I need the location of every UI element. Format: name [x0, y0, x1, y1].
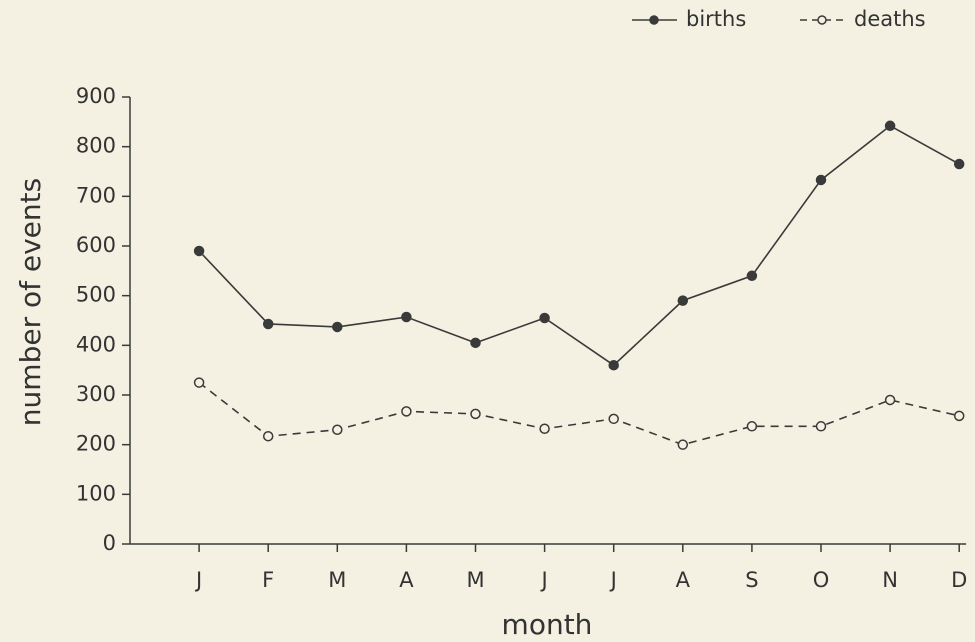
data-point	[815, 174, 827, 186]
y-tick-label: 0	[103, 531, 116, 555]
y-tick-label: 800	[76, 134, 116, 158]
data-point	[608, 359, 619, 371]
data-point	[539, 312, 550, 324]
x-tick-label: A	[399, 568, 414, 592]
data-point	[953, 410, 965, 422]
x-axis-label: month	[502, 608, 593, 641]
data-point	[884, 120, 896, 132]
data-point	[332, 424, 343, 436]
y-tick-label: 500	[76, 283, 116, 307]
y-tick-label: 100	[76, 481, 116, 505]
y-axis-label: number of events	[14, 178, 47, 426]
data-point	[953, 158, 965, 170]
y-tick-label: 300	[76, 382, 116, 406]
data-point	[815, 421, 827, 432]
legend-label: births	[686, 7, 746, 31]
series-line	[198, 124, 960, 367]
data-point	[401, 406, 412, 417]
data-point	[262, 318, 274, 330]
y-tick-label: 400	[76, 332, 116, 356]
data-point	[677, 295, 689, 306]
data-point	[746, 270, 758, 282]
x-tick-label: O	[813, 568, 830, 592]
series-line	[198, 381, 960, 446]
y-tick-label: 700	[76, 183, 116, 207]
data-point	[193, 245, 205, 257]
x-tick-label: J	[194, 568, 202, 592]
legend-marker	[817, 15, 827, 25]
data-point	[262, 430, 274, 442]
data-point	[193, 377, 205, 388]
x-tick-label: J	[539, 568, 547, 592]
data-point	[332, 321, 343, 333]
legend-marker	[649, 15, 659, 25]
data-point	[539, 423, 550, 435]
data-point	[884, 394, 896, 406]
data-point	[401, 311, 412, 323]
x-tick-label: N	[882, 568, 898, 592]
data-point	[608, 413, 619, 425]
data-point	[746, 421, 758, 432]
y-tick-label: 600	[76, 233, 116, 257]
x-tick-label: F	[262, 568, 274, 592]
y-tick-label: 900	[76, 84, 116, 108]
x-tick-label: D	[951, 568, 967, 592]
y-tick-label: 200	[76, 432, 116, 456]
data-point	[470, 408, 481, 420]
x-tick-label: S	[745, 568, 758, 592]
data-point	[470, 337, 481, 349]
legend-label: deaths	[854, 7, 926, 31]
x-tick-label: A	[676, 568, 691, 592]
data-point	[677, 439, 689, 450]
x-tick-label: J	[609, 568, 617, 592]
x-tick-label: M	[328, 568, 346, 592]
x-tick-label: M	[466, 568, 484, 592]
